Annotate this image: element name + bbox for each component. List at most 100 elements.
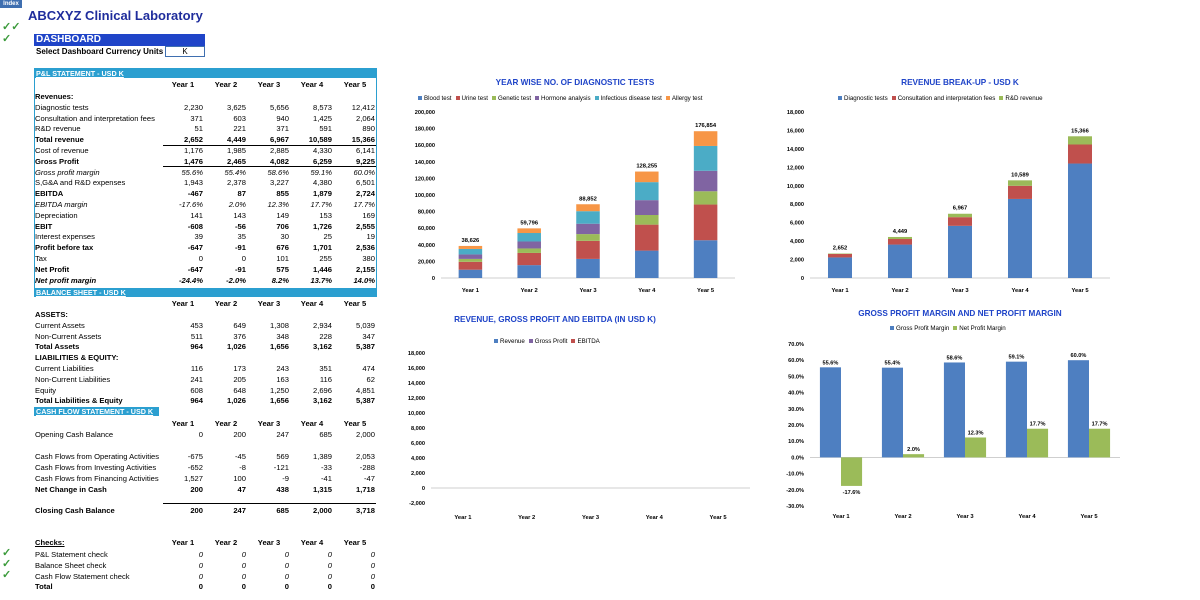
cell-value: 0 — [327, 571, 332, 581]
y-tick-label: 0 — [422, 486, 425, 492]
year-header: Year 5 — [343, 538, 367, 547]
y-tick-label: 40,000 — [418, 243, 435, 249]
year-header: Year 4 — [300, 299, 324, 308]
cell-value: 205 — [233, 374, 246, 384]
pl-row: Interest expenses 39 35 30 25 19 — [34, 231, 377, 242]
cell-value: 15,366 — [351, 135, 375, 145]
cell-value: 376 — [233, 331, 246, 341]
cf-closing-row: Closing Cash Balance 200 247 685 2,000 3,718 — [34, 505, 377, 516]
bar — [1027, 428, 1049, 458]
cell-value: 351 — [319, 364, 332, 373]
cell-value: 347 — [362, 331, 375, 341]
cell-value: 0 — [327, 550, 332, 559]
cell-value: 608 — [190, 385, 203, 395]
cf-row: Net Change in Cash 200 47 438 1,315 1,718 — [34, 484, 377, 495]
legend-swatch — [665, 96, 670, 101]
row-label: Depreciation — [35, 210, 78, 220]
bs-row: Non-Current Liabilities 241 205 163 116 62 — [34, 374, 377, 385]
check-mark-icon: ✓✓ — [2, 21, 21, 33]
x-tick-label: Year 2 — [891, 288, 908, 294]
chart-title-tests: YEAR WISE NO. OF DIAGNOSTIC TESTS — [495, 78, 655, 87]
legend-swatch — [891, 96, 896, 101]
legend-label: R&D revenue — [1005, 95, 1043, 102]
x-tick-label: Year 4 — [1018, 514, 1036, 520]
cell-value: 2,053 — [355, 452, 375, 461]
cell-value: 2,555 — [355, 221, 375, 231]
cell-value: 5,387 — [355, 342, 375, 352]
row-label: EBIT — [35, 221, 53, 231]
row-label: Net profit margin — [35, 275, 97, 285]
x-tick-label: Year 4 — [646, 515, 664, 521]
legend-label: EBITDA — [577, 338, 600, 345]
y-tick-label: 180,000 — [415, 127, 435, 133]
cell-value: 5,387 — [355, 396, 375, 406]
pl-row: Total revenue 2,652 4,449 6,967 10,589 15,366 — [34, 134, 377, 145]
y-tick-label: 160,000 — [415, 143, 435, 149]
cell-value: 55.6% — [181, 167, 203, 177]
bar-segment — [948, 225, 972, 278]
y-tick-label: 8,000 — [411, 426, 425, 432]
chart-title-revenue-breakup: REVENUE BREAK-UP - USD K — [901, 78, 1019, 87]
cell-value: 1,389 — [312, 452, 332, 461]
data-label: 17.7% — [1030, 422, 1046, 428]
cell-value: 2,000 — [355, 430, 375, 439]
legend-label: Infectious disease test — [600, 95, 662, 102]
data-label: 88,852 — [579, 196, 597, 202]
bar-segment — [517, 252, 541, 266]
y-tick-label: 6,000 — [411, 441, 425, 447]
pl-row: Profit before tax -647 -91 676 1,701 2,536 — [34, 242, 377, 253]
cell-value: 149 — [276, 210, 289, 220]
cell-value: -2.0% — [226, 275, 246, 285]
data-label: 2.0% — [907, 447, 920, 453]
cell-value: 200 — [233, 430, 246, 439]
cell-value: 6,259 — [312, 156, 332, 166]
y-tick-label: 100,000 — [415, 193, 435, 199]
check-row: Cash Flow Statement check 0 0 0 0 0 — [34, 571, 377, 582]
row-label: Net Profit — [35, 264, 70, 274]
cell-value: 0 — [284, 582, 289, 592]
cell-value: 380 — [362, 254, 375, 263]
cell-value: 575 — [276, 264, 289, 274]
index-tab[interactable]: Index — [0, 0, 22, 8]
cell-value: 940 — [276, 113, 289, 123]
year-header: Year 3 — [257, 419, 281, 428]
cell-value: 141 — [190, 210, 203, 220]
cell-value: 247 — [233, 506, 246, 515]
cf-section-header: CASH FLOW STATEMENT - USD K — [34, 407, 159, 416]
cell-value: 62 — [366, 374, 375, 384]
bar-segment — [576, 211, 600, 224]
y-tick-label: 10,000 — [408, 411, 425, 417]
bar — [943, 362, 965, 458]
cell-value: 511 — [190, 331, 203, 341]
cell-value: 200 — [190, 506, 203, 515]
cell-value: -652 — [187, 463, 203, 472]
x-tick-label: Year 3 — [956, 514, 974, 520]
cell-value: -24.4% — [178, 275, 203, 285]
bar-segment — [1068, 163, 1092, 278]
y-tick-label: 140,000 — [415, 160, 435, 166]
bar-segment — [517, 248, 541, 253]
row-label: R&D revenue — [35, 124, 81, 134]
row-label: Total revenue — [35, 135, 84, 145]
bar-segment — [576, 258, 600, 278]
bar-segment — [458, 258, 483, 262]
row-label: Closing Cash Balance — [35, 506, 115, 515]
cell-value: 25 — [323, 232, 332, 242]
cell-value: 0 — [327, 560, 332, 570]
cell-value: 2.0% — [228, 200, 246, 209]
cell-value: -608 — [187, 221, 203, 231]
chart-title-revenue-gp-ebitda: REVENUE, GROSS PROFIT AND EBITDA (IN USD… — [454, 315, 656, 324]
checks-title: Checks: — [35, 538, 65, 547]
legend-swatch — [953, 326, 958, 331]
check-mark-icon: ✓ — [2, 33, 12, 45]
chart-diagnostic-tests: 0 20,000 40,000 60,000 80,000 100,000 120,000 1… — [415, 110, 735, 294]
x-tick-label: Year 5 — [710, 515, 728, 521]
year-header: Year 1 — [171, 419, 195, 428]
currency-units-select[interactable]: K — [165, 46, 205, 57]
cell-value: 569 — [276, 452, 289, 461]
cell-value: 3,625 — [226, 102, 246, 112]
legend-swatch — [528, 339, 533, 344]
row-label: Equity — [35, 385, 57, 395]
cell-value: -33 — [321, 463, 332, 472]
cell-value: -647 — [187, 264, 203, 274]
